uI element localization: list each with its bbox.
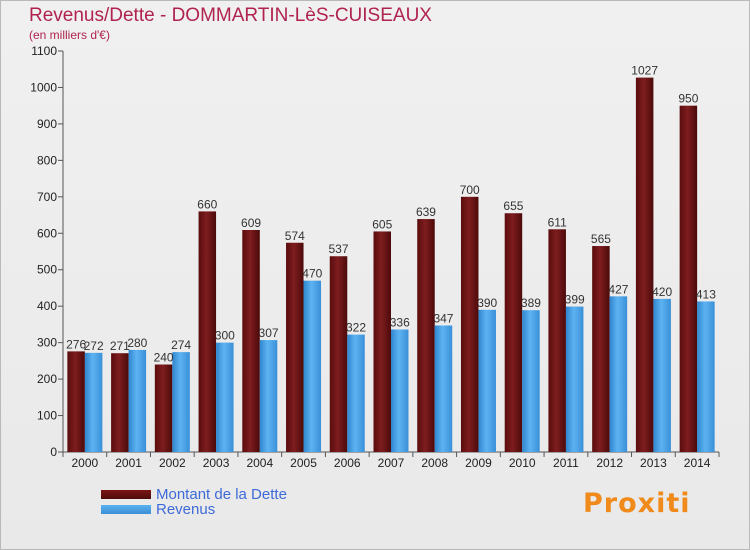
data-label-revenus: 470 — [302, 267, 322, 281]
y-tick-label: 1100 — [31, 44, 57, 58]
bar-dette — [242, 229, 260, 452]
legend-swatch-dette — [101, 490, 151, 499]
data-label-dette: 639 — [416, 205, 436, 219]
data-label-revenus: 307 — [259, 326, 279, 340]
bar-dette — [286, 242, 304, 452]
legend-label-dette: Montant de la Dette — [156, 486, 287, 503]
bar-revenus — [522, 310, 540, 452]
x-tick-label: 2004 — [246, 456, 273, 470]
bar-dette — [417, 219, 435, 452]
data-label-revenus: 389 — [521, 296, 541, 310]
proxiti-logo: Proxiti — [583, 488, 691, 519]
bar-revenus — [259, 340, 278, 452]
data-label-revenus: 390 — [477, 296, 497, 310]
y-tick-label: 600 — [37, 226, 57, 240]
bar-dette — [67, 351, 85, 452]
data-label-dette: 537 — [329, 242, 349, 256]
data-label-dette: 950 — [678, 92, 698, 106]
bar-revenus — [216, 342, 234, 452]
x-tick-label: 2009 — [465, 456, 492, 470]
bar-dette — [154, 364, 173, 452]
bar-dette — [198, 211, 217, 452]
y-tick-label: 900 — [37, 117, 57, 131]
y-tick-label: 100 — [37, 409, 57, 423]
data-label-revenus: 274 — [171, 338, 191, 352]
bar-dette — [373, 231, 391, 452]
data-label-dette: 565 — [591, 232, 611, 246]
y-tick-label: 1000 — [30, 80, 57, 94]
bar-dette — [504, 213, 523, 452]
x-tick-label: 2010 — [509, 456, 536, 470]
y-tick-label: 700 — [37, 190, 57, 204]
y-tick-label: 0 — [50, 445, 57, 459]
data-label-dette: 660 — [197, 197, 217, 211]
x-tick-label: 2003 — [203, 456, 230, 470]
data-label-revenus: 413 — [696, 287, 716, 301]
x-tick-label: 2013 — [640, 456, 667, 470]
y-tick-label: 400 — [37, 299, 57, 313]
data-label-dette: 611 — [548, 215, 567, 229]
x-tick-label: 2011 — [553, 456, 579, 470]
data-label-dette: 655 — [503, 199, 523, 213]
bar-revenus — [434, 325, 453, 452]
data-label-revenus: 322 — [346, 321, 366, 335]
data-label-dette: 240 — [154, 351, 174, 365]
data-label-revenus: 420 — [652, 285, 672, 299]
bar-revenus — [391, 329, 409, 452]
data-label-revenus: 300 — [215, 329, 235, 343]
bar-dette — [679, 105, 698, 452]
data-label-revenus: 347 — [433, 312, 453, 326]
chart-title: Revenus/Dette - DOMMARTIN-LèS-CUISEAUX — [29, 5, 432, 26]
bar-revenus — [347, 334, 365, 452]
bar-revenus — [172, 352, 190, 452]
bar-dette — [548, 229, 566, 452]
chart-subtitle: (en milliers d'€) — [29, 28, 110, 42]
data-label-revenus: 272 — [84, 339, 104, 353]
bar-dette — [111, 353, 129, 452]
legend-label-revenus: Revenus — [156, 501, 216, 518]
bar-revenus — [565, 306, 584, 452]
legend-swatch-revenus — [101, 505, 151, 514]
bar-revenus — [84, 352, 103, 452]
x-tick-label: 2002 — [159, 456, 186, 470]
data-label-dette: 609 — [241, 216, 261, 230]
data-label-revenus: 427 — [608, 282, 628, 296]
y-tick-label: 800 — [37, 153, 57, 167]
bar-revenus — [653, 298, 671, 452]
data-label-dette: 1027 — [631, 64, 658, 78]
bar-dette — [329, 256, 348, 452]
bar-dette — [635, 77, 654, 452]
bar-revenus — [478, 309, 496, 452]
data-label-dette: 605 — [372, 217, 392, 231]
data-label-revenus: 336 — [390, 316, 410, 330]
x-tick-label: 2000 — [72, 456, 99, 470]
x-tick-label: 2012 — [596, 456, 623, 470]
data-label-dette: 271 — [110, 339, 130, 353]
x-tick-label: 2008 — [421, 456, 448, 470]
bar-revenus — [128, 349, 147, 452]
bar-revenus — [609, 296, 628, 452]
bar-dette — [460, 196, 479, 452]
bar-revenus — [303, 280, 322, 452]
x-tick-label: 2005 — [290, 456, 317, 470]
bar-revenus — [697, 301, 715, 452]
data-label-dette: 276 — [66, 337, 86, 351]
bar-dette — [592, 246, 610, 452]
data-label-dette: 700 — [460, 183, 480, 197]
x-tick-label: 2001 — [115, 456, 142, 470]
data-label-revenus: 399 — [565, 293, 585, 307]
y-tick-label: 300 — [37, 336, 57, 350]
y-tick-label: 200 — [37, 372, 57, 386]
y-tick-label: 500 — [37, 263, 57, 277]
x-tick-label: 2007 — [378, 456, 405, 470]
data-label-revenus: 280 — [127, 336, 147, 350]
x-tick-label: 2014 — [684, 456, 711, 470]
data-label-dette: 574 — [285, 229, 305, 243]
x-tick-label: 2006 — [334, 456, 361, 470]
